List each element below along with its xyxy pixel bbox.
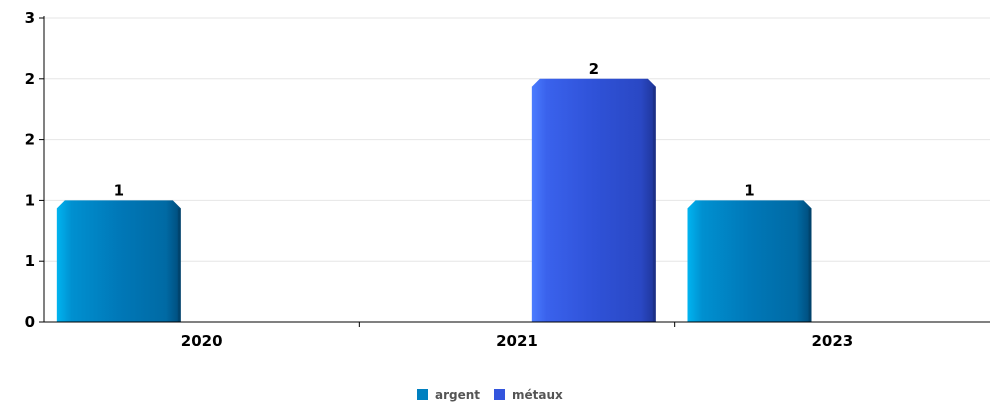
bar-argent-2023 [687, 200, 812, 322]
y-tick-label: 1 [25, 252, 35, 270]
bar-shadow [177, 208, 181, 322]
x-tick-label: 2023 [811, 332, 853, 350]
legend-swatch-métaux [494, 389, 505, 400]
x-tick-label: 2020 [181, 332, 223, 350]
y-tick-label: 2 [25, 131, 35, 149]
bar-shadow [808, 208, 812, 322]
axes [39, 16, 990, 327]
data-label: 1 [114, 181, 124, 199]
labels: 0 1 1 2 2 3 2020 1 2021 2 2023 1 [25, 9, 854, 350]
y-tick-label: 0 [25, 313, 35, 331]
legend-swatch-argent [417, 389, 428, 400]
gridlines [44, 17, 990, 262]
y-tick-label: 1 [25, 191, 35, 209]
y-tick-label: 2 [25, 70, 35, 88]
bar-métaux-2021 [531, 78, 656, 322]
legend: argent métaux [417, 388, 563, 402]
data-label: 1 [744, 181, 754, 199]
bar-shadow [652, 86, 656, 322]
y-tick-label: 3 [25, 9, 35, 27]
bar-argent-2020 [56, 200, 181, 322]
legend-label: métaux [512, 388, 563, 402]
legend-label: argent [435, 388, 480, 402]
bars [56, 78, 812, 322]
data-label: 2 [589, 60, 599, 78]
x-tick-label: 2021 [496, 332, 538, 350]
